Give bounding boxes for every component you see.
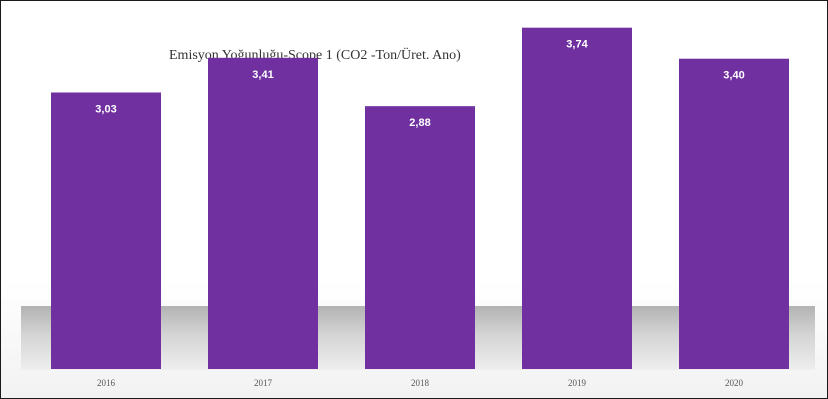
bar-value-label: 3,74 xyxy=(566,39,588,51)
bar-2018 xyxy=(365,106,475,369)
bar-2016 xyxy=(51,92,161,369)
bar-value-label: 3,40 xyxy=(723,70,744,82)
x-tick-label: 2020 xyxy=(725,378,744,388)
x-tick-label: 2017 xyxy=(254,378,273,388)
x-tick-label: 2016 xyxy=(97,378,116,388)
bar-value-label: 3,03 xyxy=(95,103,116,115)
bar-2019 xyxy=(522,27,632,370)
x-tick-label: 2019 xyxy=(568,378,587,388)
bar-2020 xyxy=(679,58,789,369)
bar-2017 xyxy=(208,57,318,369)
bar-value-label: 2,88 xyxy=(409,117,430,129)
bar-value-label: 3,41 xyxy=(252,69,273,81)
x-tick-label: 2018 xyxy=(411,378,430,388)
